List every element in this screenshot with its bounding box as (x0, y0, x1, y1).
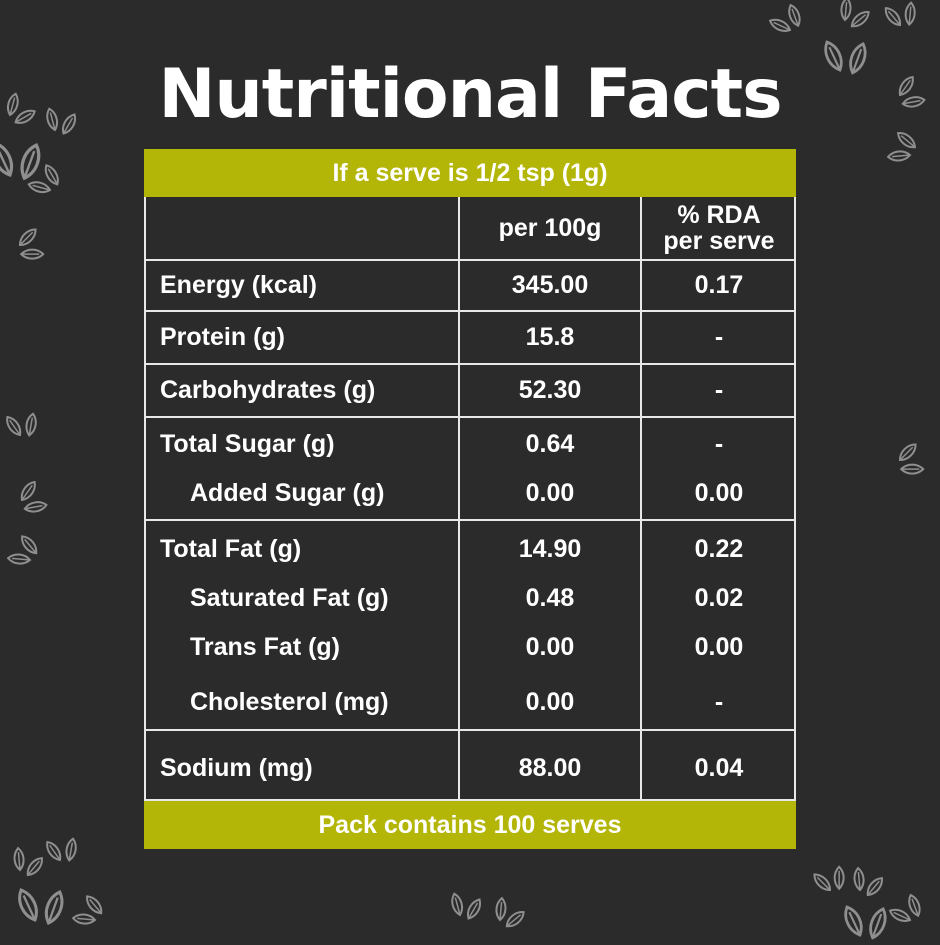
per-100g-value: 0.00 (525, 632, 575, 661)
column-divider (640, 197, 642, 801)
rda-value: - (714, 376, 724, 404)
rda-header-line1: % RDA (677, 201, 761, 229)
pack-size-banner: Pack contains 100 serves (144, 801, 796, 849)
nutrient-label: Sodium (mg) (160, 753, 313, 782)
row-divider (146, 799, 794, 801)
nutrient-label: Added Sugar (g) (190, 478, 385, 507)
per-100g-value: 0.00 (525, 478, 575, 507)
rda-header-line2: per serve (663, 227, 775, 255)
column-divider (458, 197, 460, 801)
table-row: Sodium (mg) 88.00 0.04 (146, 743, 794, 793)
column-header-rda: % RDA per serve (642, 197, 796, 259)
table-row: Protein (g) 15.8 - (146, 312, 794, 363)
nutrition-table: If a serve is 1/2 tsp (1g) per 100g % RD… (144, 149, 796, 849)
rda-value: 0.04 (694, 753, 744, 782)
table-row: Total Fat (g) 14.90 0.22 (146, 526, 794, 572)
nutrient-label: Total Sugar (g) (160, 429, 335, 458)
row-divider (146, 363, 794, 365)
nutrient-label: Trans Fat (g) (190, 632, 341, 661)
nutrient-label: Protein (g) (160, 323, 285, 351)
nutrient-label: Total Fat (g) (160, 534, 302, 563)
table-row: Carbohydrates (g) 52.30 - (146, 365, 794, 416)
rda-value: 0.00 (694, 632, 744, 661)
rda-value: 0.22 (694, 534, 744, 563)
table-row: Saturated Fat (g) 0.48 0.02 (146, 575, 794, 621)
per-100g-value: 0.48 (525, 583, 575, 612)
row-divider (146, 259, 794, 261)
per-100g-value: 0.00 (525, 687, 575, 716)
column-header-per-100g: per 100g (498, 213, 602, 242)
row-divider (146, 729, 794, 731)
row-divider (146, 416, 794, 418)
rda-value: 0.00 (694, 478, 744, 507)
rda-value: 0.02 (694, 583, 744, 612)
serving-size-banner: If a serve is 1/2 tsp (1g) (144, 149, 796, 197)
row-divider (146, 310, 794, 312)
rda-value: - (714, 323, 724, 351)
table-row: Total Sugar (g) 0.64 - (146, 421, 794, 467)
per-100g-value: 15.8 (525, 323, 575, 351)
per-100g-value: 88.00 (518, 753, 582, 782)
nutrient-label: Carbohydrates (g) (160, 376, 376, 404)
per-100g-value: 52.30 (518, 376, 582, 404)
nutrient-label: Saturated Fat (g) (190, 583, 389, 612)
rda-value: - (714, 429, 724, 458)
page-title: Nutritional Facts (158, 55, 782, 134)
nutrient-label: Energy (kcal) (160, 271, 318, 299)
per-100g-value: 345.00 (511, 271, 589, 299)
nutrition-grid: per 100g % RDA per serve Energy (kcal) 3… (144, 197, 796, 801)
per-100g-value: 14.90 (518, 534, 582, 563)
table-row: Cholesterol (mg) 0.00 - (146, 677, 794, 727)
rda-value: 0.17 (694, 271, 744, 299)
per-100g-value: 0.64 (525, 429, 575, 458)
rda-value: - (714, 687, 724, 716)
table-row: Energy (kcal) 345.00 0.17 (146, 261, 794, 310)
row-divider (146, 519, 794, 521)
table-row: Added Sugar (g) 0.00 0.00 (146, 470, 794, 516)
nutrient-label: Cholesterol (mg) (190, 687, 389, 716)
table-row: Trans Fat (g) 0.00 0.00 (146, 624, 794, 670)
header-row: per 100g % RDA per serve (146, 197, 794, 259)
